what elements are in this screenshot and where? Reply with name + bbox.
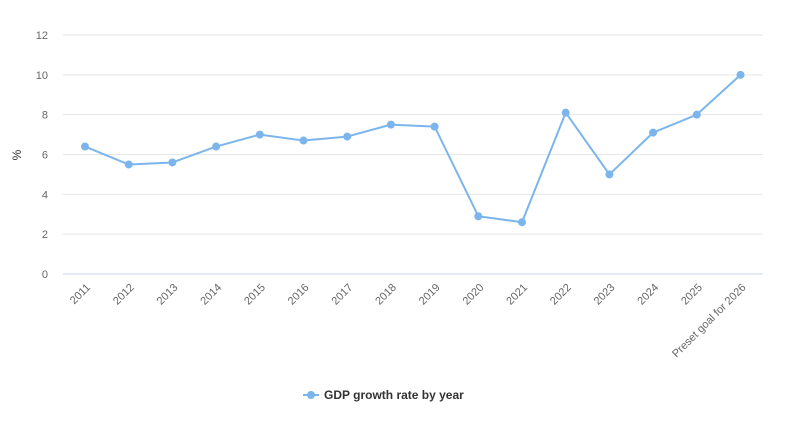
y-tick-label: 0 [42, 269, 48, 281]
legend-marker-symbol[interactable] [307, 391, 315, 399]
data-point[interactable] [255, 130, 264, 139]
y-tick-label: 6 [42, 150, 48, 162]
data-point[interactable] [386, 120, 395, 129]
x-tick-label: 2025 [679, 282, 705, 308]
y-tick-label: 2 [42, 229, 48, 241]
x-tick-label: 2021 [504, 282, 530, 308]
y-tick-label: 8 [42, 110, 48, 122]
data-point[interactable] [692, 110, 701, 119]
y-tick-label: 12 [36, 30, 48, 42]
x-tick-label: 2012 [111, 282, 137, 308]
series-line[interactable] [84, 74, 742, 224]
x-tick-label: 2017 [330, 282, 356, 308]
series-gdp-growth[interactable] [81, 70, 745, 227]
x-tick-label: 2011 [68, 282, 93, 307]
data-point[interactable] [561, 108, 570, 117]
x-tick-label: 2018 [373, 282, 399, 308]
x-tick-label: Preset goal for 2026 [670, 282, 749, 361]
data-point[interactable] [299, 136, 308, 145]
data-point[interactable] [81, 142, 89, 151]
data-point[interactable] [212, 142, 221, 151]
data-point[interactable] [605, 170, 614, 179]
data-point[interactable] [124, 160, 133, 169]
legend[interactable]: GDP growth rate by year [303, 388, 464, 402]
x-tick-label: 2019 [417, 282, 443, 308]
x-tick-label: 2023 [592, 282, 618, 308]
data-point[interactable] [343, 132, 352, 141]
data-point[interactable] [649, 128, 658, 137]
data-point[interactable] [430, 122, 439, 131]
y-tick-label: 10 [36, 70, 48, 82]
y-tick-label: 4 [42, 189, 48, 201]
x-tick-label: 2022 [548, 282, 574, 308]
x-tick-label: 2024 [635, 282, 661, 308]
data-point[interactable] [168, 158, 177, 167]
y-tick-labels: 0 2 4 6 8 10 12 [36, 30, 48, 281]
x-tick-label: 2013 [155, 282, 181, 308]
x-tick-label: 2015 [242, 282, 268, 308]
x-tick-label: 2020 [461, 282, 487, 308]
y-axis-title: % [10, 149, 24, 160]
legend-label[interactable]: GDP growth rate by year [324, 388, 464, 402]
gridlines [63, 34, 763, 235]
data-point[interactable] [736, 70, 745, 79]
data-point[interactable] [474, 212, 483, 221]
axes: % [10, 149, 763, 275]
data-point[interactable] [518, 218, 526, 227]
x-tick-labels: 2011 2012 2013 2014 2015 2016 2017 2018 2019 2020… [68, 282, 749, 361]
x-tick-label: 2014 [198, 282, 224, 308]
x-tick-label: 2016 [286, 282, 312, 308]
